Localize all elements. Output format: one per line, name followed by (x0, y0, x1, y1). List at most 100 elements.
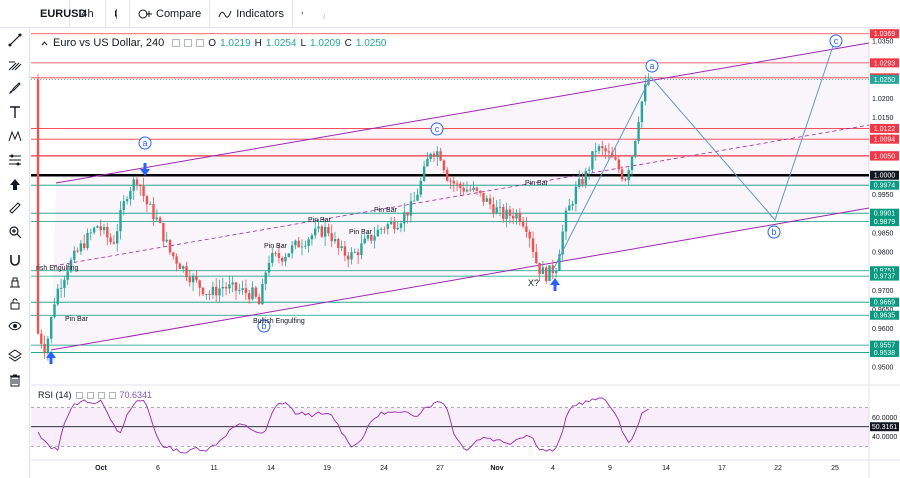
price-tick: 0.9500 (872, 365, 894, 372)
candle-body (601, 146, 604, 149)
close-key: C (344, 37, 352, 49)
candle-body (597, 146, 601, 151)
price-badge (870, 123, 899, 133)
price-badge-label: 0.9879 (874, 219, 896, 226)
candle-body (541, 267, 545, 275)
collapse-icon[interactable] (40, 39, 49, 48)
indicators-button[interactable]: Indicators (210, 0, 293, 28)
zoom-icon[interactable] (5, 222, 25, 242)
time-tick: 22 (774, 465, 782, 472)
compare-icon (138, 9, 152, 18)
candle-body (637, 122, 640, 141)
candle-body (416, 194, 419, 201)
magnet-icon[interactable] (5, 250, 25, 270)
candle-body (419, 180, 422, 195)
legend-settings-box[interactable] (184, 39, 193, 47)
compare-label: Compare (156, 7, 202, 20)
candle-body (439, 151, 442, 161)
time-tick: Nov (490, 465, 503, 472)
text-icon[interactable] (5, 102, 25, 122)
price-badge-label: 1.0122 (874, 126, 896, 133)
chart-pane[interactable]: a a b b c c X? Pin Bar Pin Bar Pin Bar Pin Bar Pin … (31, 28, 900, 478)
candle-body (56, 288, 59, 305)
candle-body (370, 234, 373, 241)
price-badge-label: 0.9737 (874, 274, 896, 281)
pattern-icon[interactable] (5, 126, 25, 146)
eye-icon[interactable] (5, 316, 25, 336)
candle-body (129, 190, 132, 200)
pitchfork-icon[interactable] (5, 54, 25, 74)
price-badge (870, 151, 899, 161)
candle-body (644, 84, 647, 102)
candle-body (353, 252, 356, 253)
wave-c1: c (435, 124, 440, 134)
undo-button[interactable] (293, 0, 315, 28)
rsi-eye-box[interactable] (75, 391, 83, 399)
interval-label: 4h (81, 7, 94, 20)
prediction-icon[interactable] (5, 150, 25, 170)
candle-body (46, 338, 50, 354)
candle-body (106, 227, 109, 238)
candle-body (284, 256, 287, 262)
lock-drawing-icon[interactable] (5, 272, 25, 292)
candle-body (320, 226, 323, 237)
legend-title: Euro vs US Dollar, 240 (53, 37, 165, 49)
high-key: H (254, 37, 262, 49)
redo-icon (323, 13, 325, 19)
candle-body (198, 280, 201, 288)
price-tick: 0.9800 (872, 249, 894, 256)
interval-button[interactable]: 4h (70, 0, 106, 28)
candle-body (366, 234, 370, 239)
time-tick: 9 (608, 465, 612, 472)
rsi-settings-box[interactable] (86, 391, 94, 399)
price-badge (870, 180, 899, 190)
legend-close-box[interactable] (196, 39, 205, 47)
candle-body (257, 296, 261, 305)
candle-body (614, 157, 617, 160)
wave-c2-circle (829, 34, 843, 48)
chart-type-button[interactable] (106, 0, 130, 28)
chart-canvas[interactable]: a a b b c c X? Pin Bar Pin Bar Pin Bar Pin Bar Pin … (31, 28, 900, 478)
rsi-value: 70.6341 (119, 390, 153, 400)
candle-body (548, 265, 551, 282)
candle-body (380, 228, 383, 230)
price-badge-label: 1.0369 (874, 31, 896, 38)
candle-body (188, 277, 191, 283)
candle-body (617, 159, 620, 170)
wave-b1-circle (257, 319, 271, 333)
candle-body (627, 170, 630, 181)
candle-body (205, 293, 208, 295)
redo-button[interactable] (315, 0, 337, 28)
trash-icon[interactable] (5, 370, 25, 390)
candle-body (624, 179, 627, 181)
candle-body (578, 178, 581, 187)
candle-body (518, 212, 521, 222)
indicators-label: Indicators (236, 7, 284, 20)
price-badge-label: 0.9901 (874, 211, 896, 218)
ruler-icon[interactable] (5, 198, 25, 218)
rsi-more-box[interactable] (108, 391, 116, 399)
price-badge-label: 1.0050 (874, 154, 896, 161)
candle-body (162, 222, 165, 242)
candle-body (634, 140, 637, 157)
legend-eye-box[interactable] (172, 39, 181, 47)
candle-body (248, 293, 251, 300)
price-tick: 0.9950 (872, 192, 894, 199)
lock-icon[interactable] (5, 294, 25, 314)
brush-icon[interactable] (5, 78, 25, 98)
trend-line-icon[interactable] (5, 30, 25, 50)
rsi-close-box[interactable] (97, 391, 105, 399)
candle-body (584, 170, 587, 185)
arrow-up-icon[interactable] (5, 174, 25, 194)
layers-icon[interactable] (5, 346, 25, 366)
candle-body (96, 226, 99, 228)
pin-bar-label: Pin Bar (374, 207, 398, 214)
wave-c1-circle (430, 122, 444, 136)
price-badge-label: 0.9974 (874, 183, 896, 190)
compare-button[interactable]: Compare (130, 0, 211, 28)
symbol-search-button[interactable]: EURUSD (0, 0, 86, 28)
candle-body (274, 252, 277, 254)
candle-body (218, 288, 221, 296)
candle-body (152, 203, 155, 220)
candle-body (630, 156, 634, 171)
